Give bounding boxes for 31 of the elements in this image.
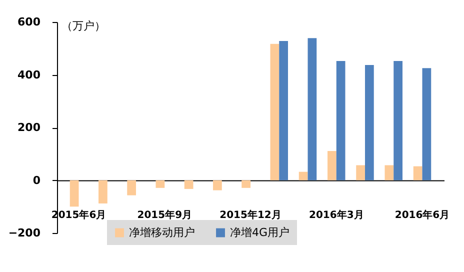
legend-label: 净增移动用户 (129, 226, 195, 239)
legend-label: 净增4G用户 (230, 226, 290, 239)
y-tick-label: −200 (8, 226, 41, 240)
bar (184, 180, 194, 189)
bar (336, 61, 346, 180)
bar (394, 61, 402, 180)
x-tick-label: 2016年6月 (394, 208, 450, 221)
bar (213, 180, 222, 190)
bar (127, 180, 136, 196)
bar (156, 180, 165, 188)
bar (328, 150, 336, 180)
bar (413, 166, 422, 180)
y-tick-label: 200 (18, 121, 41, 134)
bar (308, 38, 317, 180)
x-tick-label: 2015年9月 (137, 208, 192, 221)
bar (270, 44, 280, 180)
bar (98, 180, 108, 204)
bar (384, 165, 394, 180)
x-tick-label: 2016年3月 (308, 208, 364, 221)
y-axis-title: （万户） (62, 20, 106, 32)
bar (298, 172, 308, 180)
x-tick-label: 2015年12月 (220, 208, 282, 221)
y-tick-label: 0 (32, 174, 41, 187)
bar (364, 64, 374, 180)
bar (279, 40, 288, 180)
y-tick-label: 400 (18, 68, 41, 82)
bar (242, 180, 250, 188)
y-tick-label: 600 (18, 16, 41, 28)
bar (70, 180, 79, 207)
bar (356, 165, 365, 180)
bar (422, 68, 432, 180)
